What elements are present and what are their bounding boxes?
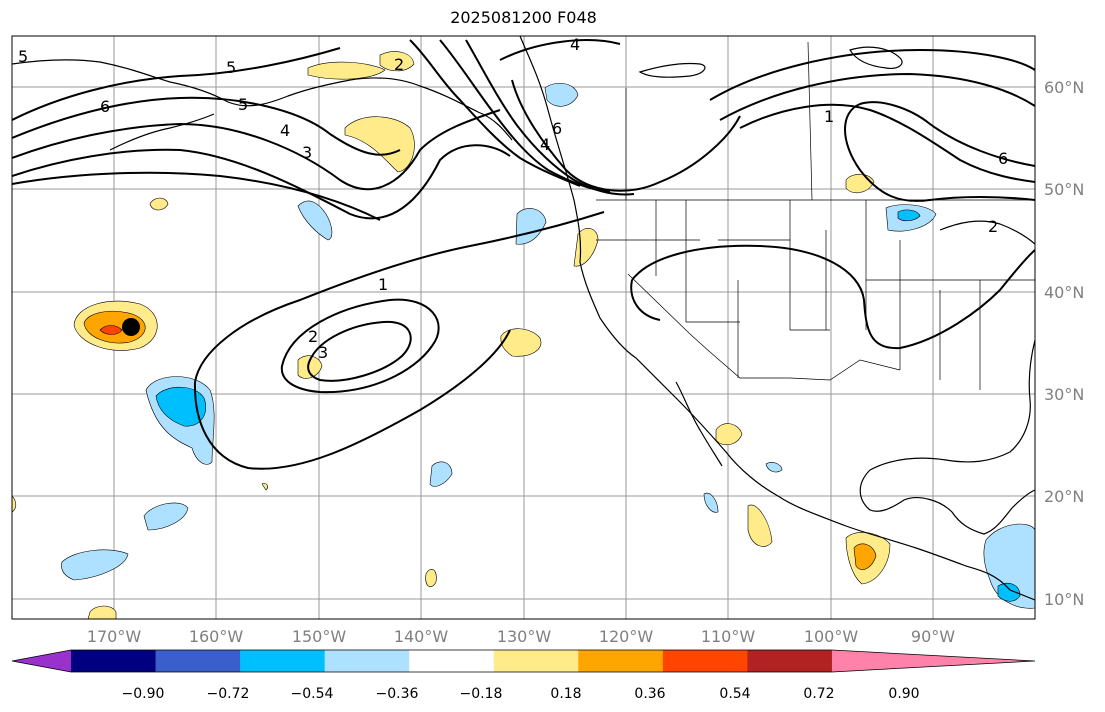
colorbar-tick: 0.36 [634, 686, 665, 702]
contour-label: 2 [988, 217, 998, 236]
contour-label: 2 [394, 55, 404, 74]
colorbar-segment [662, 650, 748, 672]
lon-label: 100°W [804, 627, 859, 646]
lat-label: 30°N [1044, 385, 1084, 404]
lon-label: 90°W [911, 627, 955, 646]
colorbar-segment [324, 650, 410, 672]
contour-label: 6 [100, 97, 110, 116]
contour-label: 4 [280, 121, 290, 140]
colorbar [11, 649, 1036, 673]
lat-label: 40°N [1044, 283, 1084, 302]
anomaly-shading [12, 51, 1035, 619]
location-marker [122, 318, 140, 336]
colorbar-segment [155, 650, 241, 672]
coastlines [12, 36, 1035, 601]
contour-labels: 5 6 5 4 3 2 4 6 4 1 1 2 3 2 6 5 [18, 35, 1008, 362]
contour-label: 1 [378, 275, 388, 294]
lat-label: 10°N [1044, 590, 1084, 609]
lon-label: 120°W [599, 627, 654, 646]
colorbar-labels: −0.90 −0.72 −0.54 −0.36 −0.18 0.18 0.36 … [122, 686, 920, 702]
colorbar-segment [71, 650, 157, 672]
colorbar-extend-min [12, 650, 71, 672]
colorbar-segment [240, 650, 326, 672]
colorbar-tick: 0.18 [550, 686, 581, 702]
colorbar-tick: −0.36 [376, 686, 419, 702]
colorbar-tick: 0.72 [803, 686, 834, 702]
colorbar-tick: −0.54 [291, 686, 334, 702]
contour-label: 6 [552, 119, 562, 138]
lon-label: 110°W [701, 627, 756, 646]
contour-label: 5 [18, 47, 28, 66]
lon-label: 170°W [87, 627, 142, 646]
colorbar-outline [11, 649, 1036, 673]
lat-label: 50°N [1044, 180, 1084, 199]
latitude-labels: 60°N 50°N 40°N 30°N 20°N 10°N [1044, 78, 1084, 609]
contour-label: 4 [570, 35, 580, 54]
colorbar-tick: −0.90 [122, 686, 165, 702]
contour-label: 3 [302, 143, 312, 162]
lon-label: 140°W [394, 627, 449, 646]
colorbar-extend-max [831, 650, 1035, 672]
colorbar-segment [493, 650, 579, 672]
map-title: 2025081200 F048 [450, 8, 597, 27]
map-frame [11, 35, 1036, 620]
colorbar-tick: 0.54 [719, 686, 750, 702]
contour-label: 4 [540, 135, 550, 154]
colorbar-tick: 0.90 [888, 686, 919, 702]
colorbar-segment [578, 650, 664, 672]
longitude-labels: 170°W 160°W 150°W 140°W 130°W 120°W 110°… [87, 627, 955, 646]
lon-label: 150°W [292, 627, 347, 646]
lat-label: 60°N [1044, 78, 1084, 97]
contour-label: 2 [308, 327, 318, 346]
lon-label: 160°W [189, 627, 244, 646]
contour-label: 5 [226, 58, 236, 77]
lat-label: 20°N [1044, 487, 1084, 506]
colorbar-segment [747, 650, 833, 672]
colorbar-tick: −0.18 [460, 686, 503, 702]
contour-label: 3 [318, 343, 328, 362]
contour-label: 6 [998, 149, 1008, 168]
lon-label: 130°W [497, 627, 552, 646]
contour-label: 1 [824, 107, 834, 126]
colorbar-segment [409, 650, 495, 672]
contour-label: 5 [238, 95, 248, 114]
colorbar-tick: −0.72 [207, 686, 250, 702]
contour-lines [12, 39, 1035, 470]
